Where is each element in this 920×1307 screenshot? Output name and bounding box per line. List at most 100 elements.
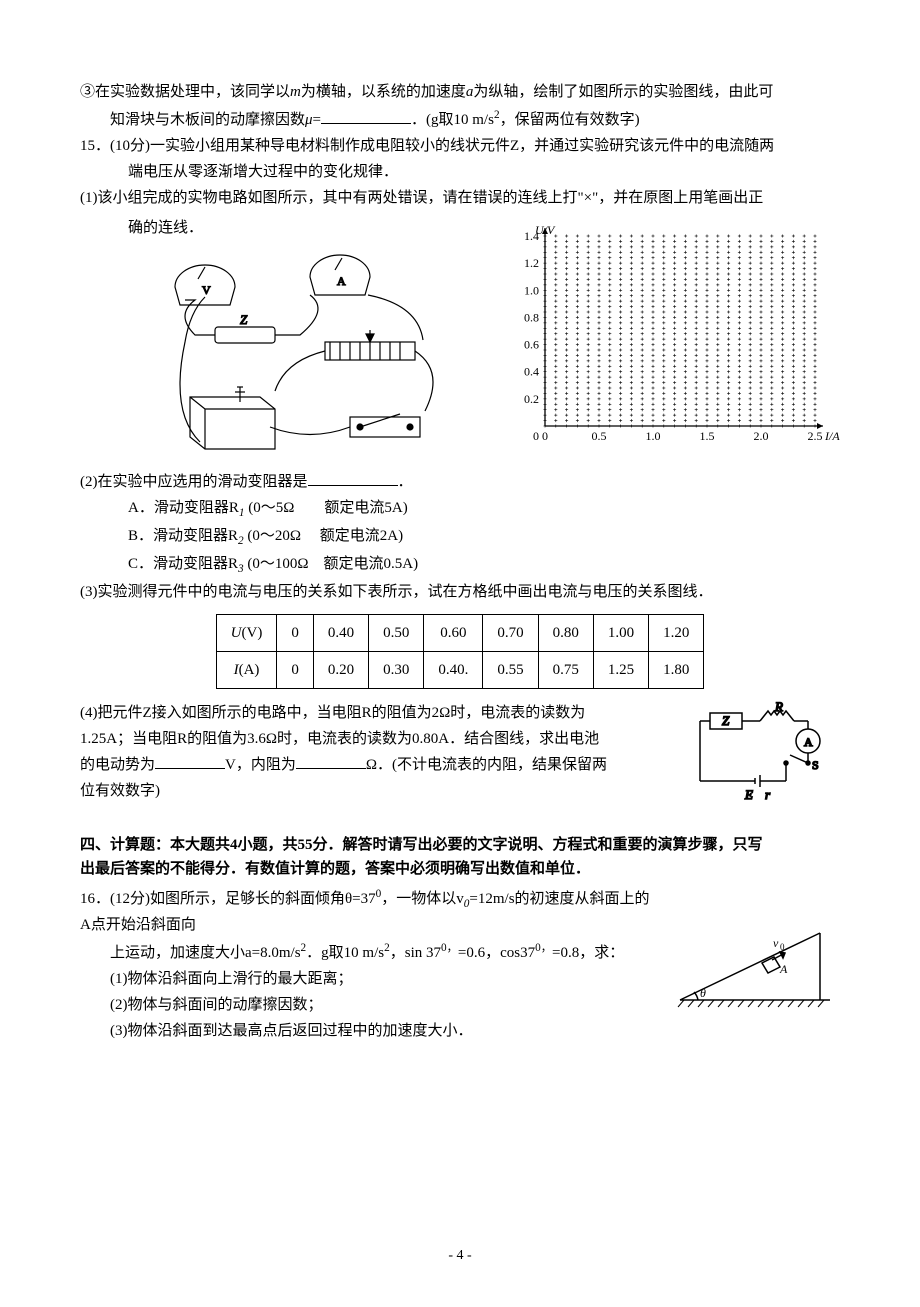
td: 0.60: [424, 615, 483, 652]
td: 1.25: [593, 652, 648, 689]
svg-text:2.0: 2.0: [754, 429, 769, 443]
t: 四、计算题：本大题共4小题，共55分．解答时请写出必要的文字说明、方程式和重要的…: [80, 833, 840, 857]
optC: C．滑动变阻器R3 (0～100Ω 额定电流0.5A): [80, 552, 840, 578]
t: (2)在实验中应选用的滑动变阻器是: [80, 474, 308, 490]
t: 上运动，加速度大小a=8.0m/s: [110, 945, 301, 961]
svg-text:I/A: I/A: [824, 429, 840, 443]
q15-stem1: 15．(10分)一实验小组用某种导电材料制作成电阻较小的线状元件Z，并通过实验研…: [80, 134, 840, 158]
svg-text:1.0: 1.0: [524, 283, 539, 297]
blank-rheostat: [308, 471, 398, 486]
ammeter-label: A: [337, 274, 346, 288]
sup: 0，: [441, 942, 458, 954]
blank-mu: [321, 109, 411, 124]
q16-text: 16．(12分)如图所示，足够长的斜面倾角θ=370，一物体以v0=12m/s的…: [80, 885, 660, 1045]
t: ，保留两位有效数字): [500, 112, 640, 128]
td: 0: [277, 652, 314, 689]
v0-sub: 0: [780, 942, 785, 952]
q15-p1b: 确的连线．: [80, 216, 460, 240]
q16-row: 16．(12分)如图所示，足够长的斜面倾角θ=370，一物体以v0=12m/s的…: [80, 885, 840, 1045]
table-row-u: U(V) 0 0.40 0.50 0.60 0.70 0.80 1.00 1.2…: [216, 615, 704, 652]
t: 知滑块与木板间的动摩擦因数: [110, 112, 305, 128]
td: 0.55: [483, 652, 538, 689]
blank-emf: [155, 754, 225, 769]
svg-text:2.5: 2.5: [808, 429, 823, 443]
svg-text:1.2: 1.2: [524, 256, 539, 270]
q15-p4-text: (4)把元件Z接入如图所示的电路中，当电阻R的阻值为2Ω时，电流表的读数为 1.…: [80, 701, 678, 811]
r-label: R: [774, 701, 783, 714]
t: 为横轴，以系统的加速度: [301, 84, 466, 100]
t: 16．(12分)如图所示，足够长的斜面倾角θ=37: [80, 891, 376, 907]
t: A．滑动变阻器R: [128, 500, 239, 516]
t: B．滑动变阻器R: [128, 528, 238, 544]
figure-row: 确的连线． V A Z: [80, 216, 840, 462]
t: ．(g取10 m/s: [411, 112, 494, 128]
svg-text:0.6: 0.6: [524, 338, 539, 352]
q15-p3: (3)实验测得元件中的电流与电压的关系如下表所示，试在方格纸中画出电流与电压的关…: [80, 580, 840, 604]
blank-r: [296, 754, 366, 769]
q16-l1: 16．(12分)如图所示，足够长的斜面倾角θ=370，一物体以v0=12m/s的…: [80, 885, 660, 937]
q14-line2: 知滑块与木板间的动摩擦因数μ=．(g取10 m/s2，保留两位有效数字): [80, 106, 840, 132]
v0-label: v: [773, 936, 779, 950]
t: =0.6，cos37: [458, 945, 535, 961]
q16-p2: (2)物体与斜面间的动摩擦因数；: [80, 993, 660, 1017]
t: ，sin 37: [390, 945, 441, 961]
q15-stem2: 端电压从零逐渐增大过程中的变化规律．: [80, 160, 840, 184]
svg-text:0.4: 0.4: [524, 365, 539, 379]
th-u-unit: (V): [242, 625, 263, 641]
ammeter-label: A: [804, 735, 813, 749]
eq: =: [313, 112, 321, 128]
td: 0.20: [313, 652, 368, 689]
th-i-unit: (A): [239, 662, 260, 678]
t: ．: [398, 474, 413, 490]
optB: B．滑动变阻器R2 (0～20Ω 额定电流2A): [80, 524, 840, 550]
td: 0.40: [313, 615, 368, 652]
td: 1.00: [593, 615, 648, 652]
z-label: Z: [722, 713, 730, 728]
t: 位有效数字): [80, 779, 678, 803]
t: ，一物体以v: [381, 891, 464, 907]
td: 1.20: [649, 615, 704, 652]
t: (0～5Ω 额定电流5A): [244, 500, 407, 516]
voltmeter-label: V: [202, 283, 211, 297]
iv-grid-chart: 00.51.01.52.02.50.20.40.60.81.01.21.4U/V…: [510, 216, 840, 446]
e-label: E: [744, 787, 753, 802]
var-m: m: [290, 84, 301, 100]
td: 0.40.: [424, 652, 483, 689]
td: 0.50: [369, 615, 424, 652]
t: Ω．(不计电流表的内阻，结果保留两: [366, 757, 607, 773]
svg-text:0: 0: [533, 429, 539, 443]
theta-label: θ: [700, 986, 706, 1000]
svg-text:U/V: U/V: [535, 223, 556, 237]
th-u: U: [231, 625, 242, 641]
optA: A．滑动变阻器R1 (0～5Ω 额定电流5A): [80, 496, 840, 522]
td: 0.70: [483, 615, 538, 652]
td: 0.30: [369, 652, 424, 689]
q15-p2: (2)在实验中应选用的滑动变阻器是 ．: [80, 470, 840, 494]
a-point-label: A: [779, 962, 788, 976]
svg-text:0.8: 0.8: [524, 310, 539, 324]
z-label: Z: [240, 312, 248, 327]
svg-text:1.5: 1.5: [700, 429, 715, 443]
sup: 0，: [535, 942, 552, 954]
td: 0.80: [538, 615, 593, 652]
t: 的电动势为V，内阻为Ω．(不计电流表的内阻，结果保留两: [80, 753, 678, 777]
svg-text:1.0: 1.0: [646, 429, 661, 443]
svg-text:0.5: 0.5: [592, 429, 607, 443]
t: C．滑动变阻器R: [128, 556, 238, 572]
t: ③在实验数据处理中，该同学以: [80, 84, 290, 100]
circuit-diagram: V A Z: [140, 242, 460, 462]
t: 1.25A；当电阻R的阻值为3.6Ω时，电流表的读数为0.80A．结合图线，求出…: [80, 727, 678, 751]
td: 0: [277, 615, 314, 652]
circuit-small: Z R A S E r: [690, 701, 840, 811]
mu: μ: [305, 112, 313, 128]
t: (0～100Ω 额定电流0.5A): [244, 556, 418, 572]
section4-heading: 四、计算题：本大题共4小题，共55分．解答时请写出必要的文字说明、方程式和重要的…: [80, 833, 840, 881]
r-internal-label: r: [765, 787, 771, 802]
t: ．g取10 m/s: [306, 945, 384, 961]
iv-table: U(V) 0 0.40 0.50 0.60 0.70 0.80 1.00 1.2…: [216, 614, 705, 689]
svg-text:0.2: 0.2: [524, 392, 539, 406]
td: 1.80: [649, 652, 704, 689]
svg-text:0: 0: [542, 429, 548, 443]
t: 为纵轴，绘制了如图所示的实验图线，由此可: [473, 84, 773, 100]
table-row-i: I(A) 0 0.20 0.30 0.40. 0.55 0.75 1.25 1.…: [216, 652, 704, 689]
